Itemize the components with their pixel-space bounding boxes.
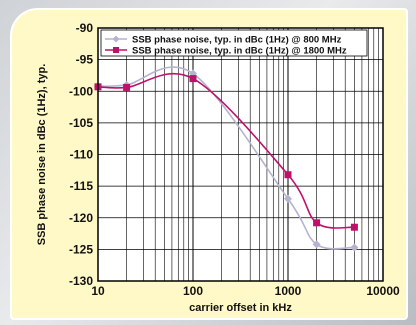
y-tick-label: -120 [69, 211, 93, 225]
y-tick-label: -125 [69, 242, 93, 256]
x-tick-label: 100 [183, 284, 203, 298]
data-point-square [313, 219, 321, 227]
y-tick-label: -115 [70, 179, 94, 193]
legend-marker-square [113, 47, 119, 53]
y-tick-label: -95 [76, 53, 94, 67]
data-point-diamond [350, 243, 359, 252]
grid-lines [98, 28, 383, 281]
x-tick-label: 10 [91, 284, 105, 298]
y-tick-label: -90 [76, 21, 94, 35]
x-axis-label: carrier offset in kHz [189, 302, 292, 314]
data-point-square [284, 171, 292, 179]
series-group [94, 66, 359, 252]
y-tick-label: -110 [70, 148, 94, 162]
y-tick-label: -105 [69, 116, 93, 130]
legend-marker-diamond [112, 35, 120, 43]
legend: SSB phase noise, typ. in dBc (1Hz) @ 800… [100, 29, 368, 57]
legend-label: SSB phase noise, typ. in dBc (1Hz) @ 800… [132, 35, 342, 46]
legend-box [100, 29, 368, 57]
x-tick-label: 10000 [366, 284, 400, 298]
y-tick-label: -100 [69, 84, 93, 98]
x-tick-label: 1000 [275, 284, 302, 298]
data-point-square [350, 223, 358, 231]
data-point-diamond [284, 194, 292, 203]
data-point-square [189, 75, 197, 83]
legend-label: SSB phase noise, typ. in dBc (1Hz) @ 180… [132, 46, 347, 57]
y-axis-label: SSB phase noise in dBc (1Hz), typ. [36, 64, 48, 246]
y-tick-label: -130 [69, 274, 93, 288]
data-point-diamond [312, 240, 321, 249]
plot-border [97, 27, 384, 282]
data-point-square [123, 83, 131, 91]
